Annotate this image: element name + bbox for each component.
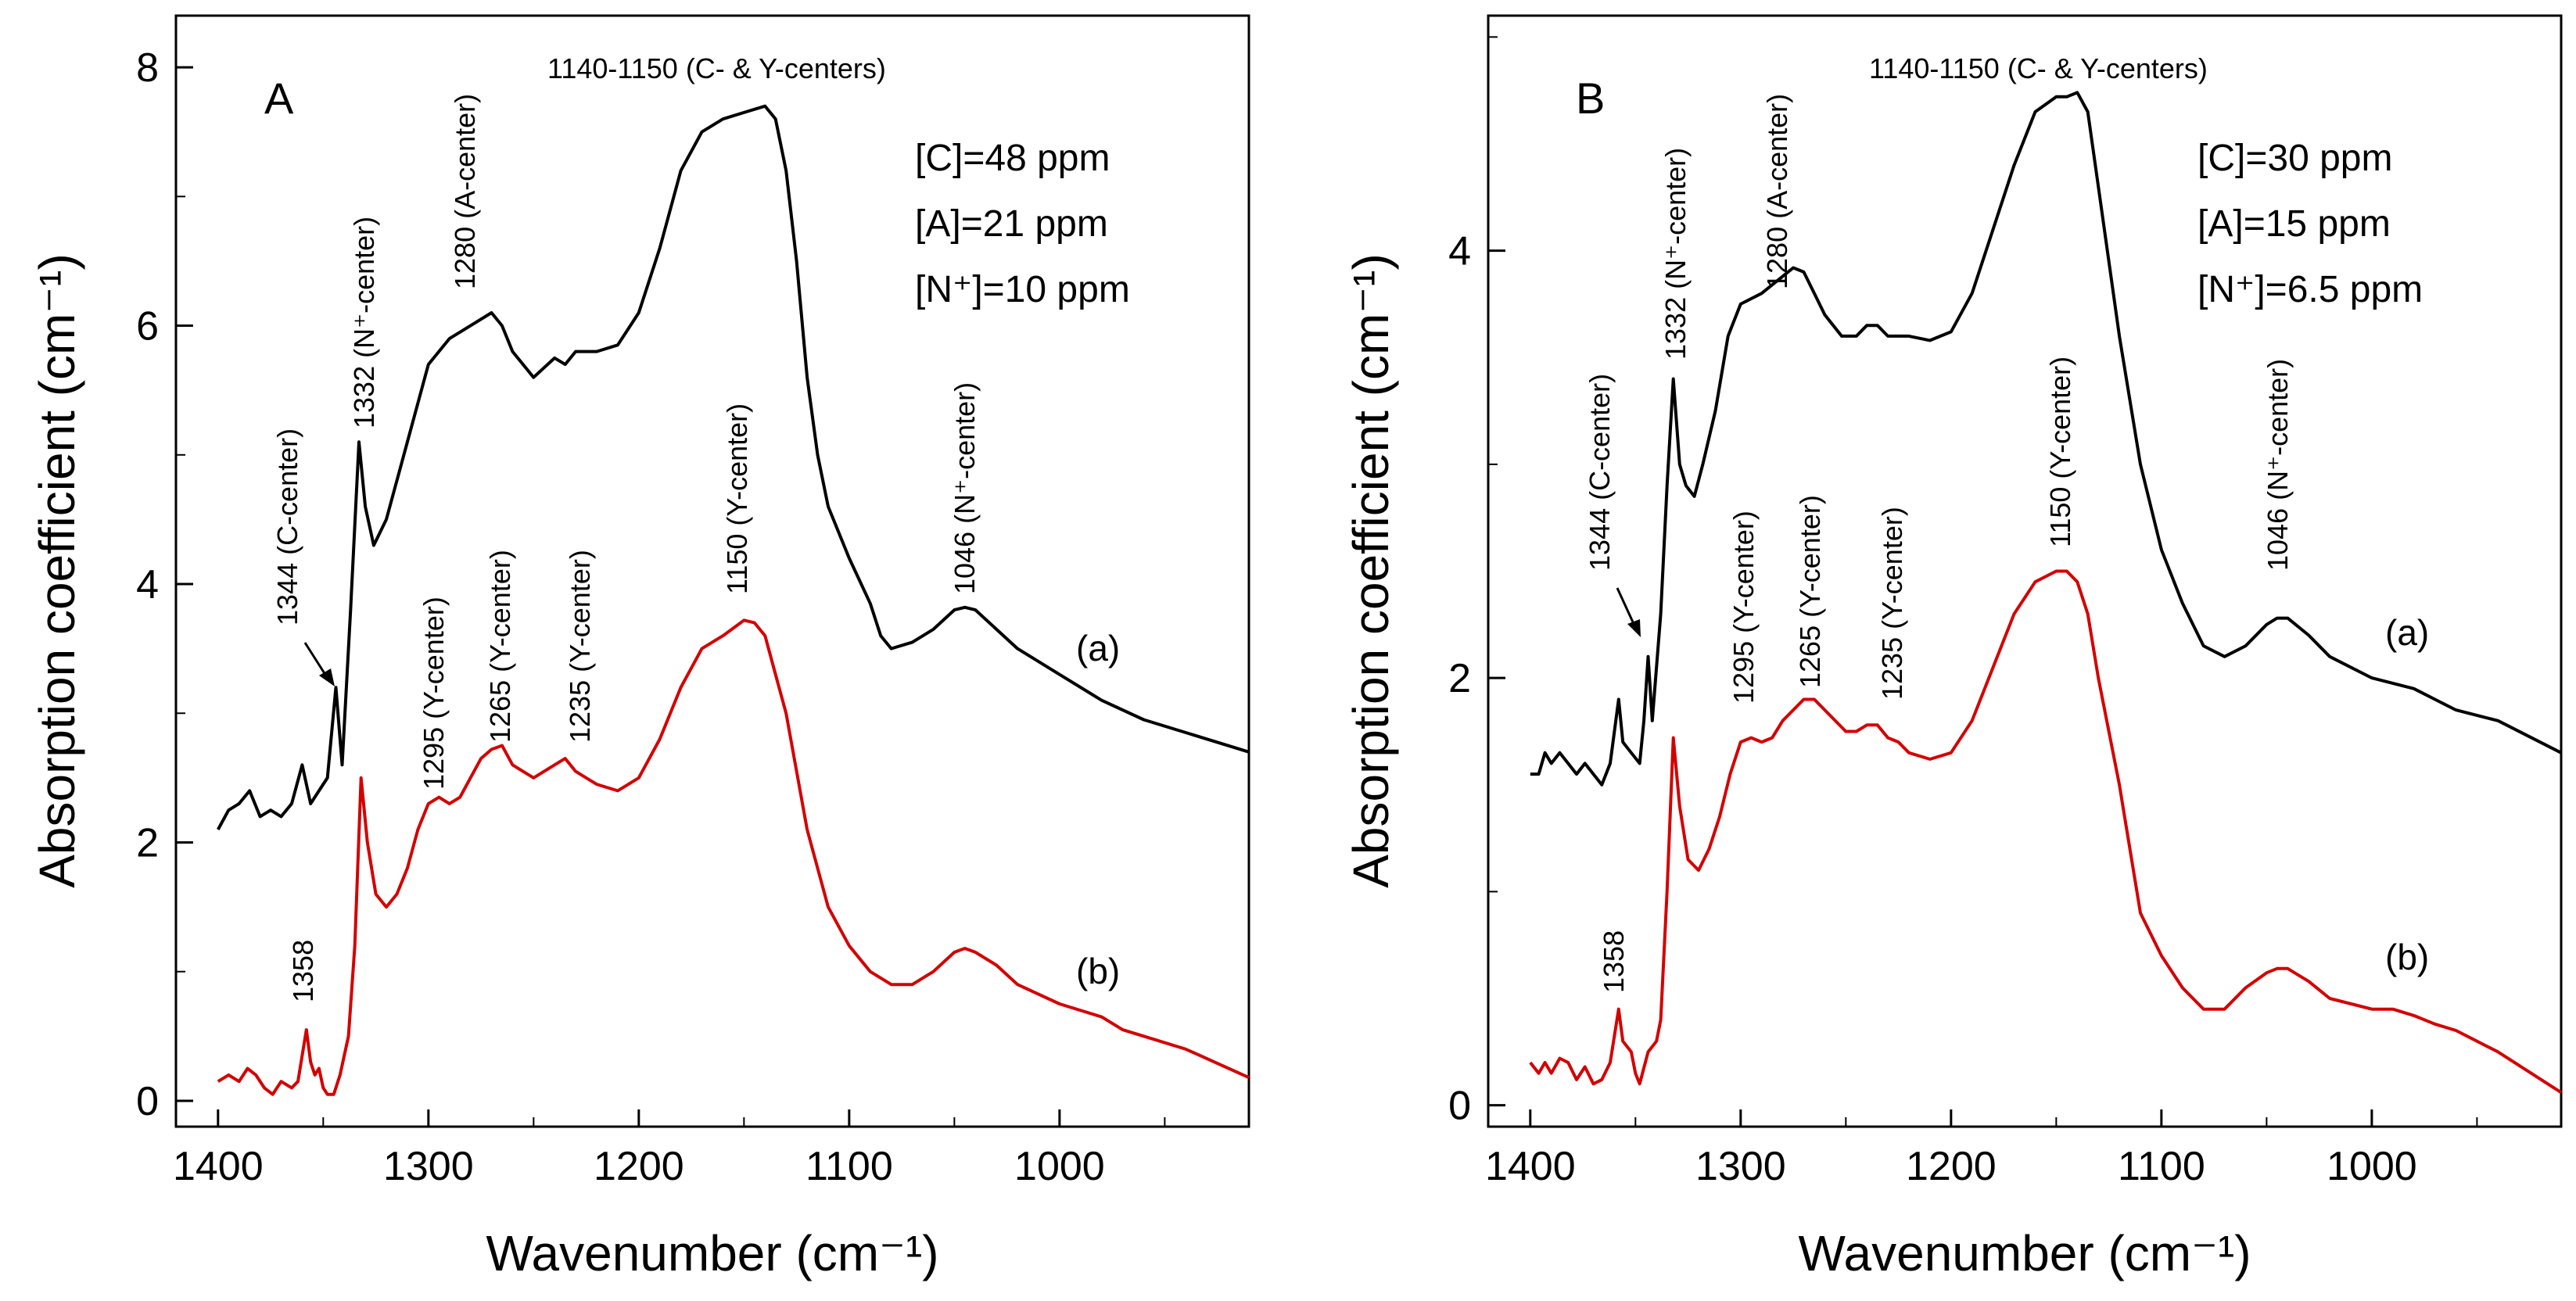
- annotation-1140-1150: 1140-1150 (C- & Y-centers): [547, 52, 886, 84]
- x-axis-title: Wavenumber (cm⁻¹): [486, 1225, 938, 1281]
- panel-b: 1400 1300 1200 1100 1000 0 2 4 B Wavenumber (cm…: [1343, 14, 2563, 1281]
- series-line-a: [217, 104, 1250, 830]
- x-tick-label: 1000: [1014, 1144, 1105, 1189]
- series-label-a: (a): [2385, 612, 2429, 653]
- y-axis-title: Absorption coefficient (cm⁻¹): [29, 253, 85, 888]
- annotation-1235: 1235 (Y-center): [1876, 507, 1908, 700]
- panel-label: A: [264, 73, 294, 123]
- annotation-1344: 1344 (C-center): [1584, 374, 1616, 571]
- y-tick-label: 4: [136, 562, 159, 607]
- x-tick-label: 1300: [1695, 1144, 1786, 1189]
- series-label-b: (b): [1076, 951, 1120, 991]
- annotation-1332: 1332 (N⁺-center): [1659, 148, 1692, 360]
- y-tick-label: 2: [1448, 656, 1471, 701]
- annotation-1265: 1265 (Y-center): [1794, 495, 1826, 688]
- y-tick-label: 0: [1448, 1084, 1471, 1129]
- x-tick-label: 1300: [383, 1144, 474, 1189]
- series-line-a: [1530, 91, 2562, 787]
- annotation-1280: 1280 (A-center): [449, 94, 481, 289]
- annotation-1046: 1046 (N⁺-center): [949, 382, 981, 594]
- concentration-c: [C]=30 ppm: [2197, 138, 2392, 179]
- series-line-b: [217, 618, 1250, 1096]
- annotation-1295: 1295 (Y-center): [418, 597, 450, 790]
- annotation-1358: 1358: [1598, 930, 1630, 993]
- annotation-arrowhead-1344: [1627, 619, 1641, 637]
- annotation-1265: 1265 (Y-center): [484, 550, 516, 743]
- annotation-arrow-1344: [303, 642, 328, 678]
- annotation-1046: 1046 (N⁺-center): [2262, 359, 2294, 571]
- y-tick-label: 2: [136, 820, 159, 866]
- panel-label: B: [1576, 73, 1605, 123]
- plot-frame-a: [174, 14, 1250, 1128]
- axis-ticks-b: 1400 1300 1200 1100 1000 0 2 4: [1448, 36, 2478, 1189]
- x-tick-label: 1200: [1906, 1144, 1997, 1189]
- annotation-1280: 1280 (A-center): [1761, 94, 1793, 289]
- x-tick-label: 1000: [2327, 1144, 2417, 1189]
- x-tick-label: 1100: [2118, 1144, 2205, 1189]
- axis-ticks-a: 1400 1300 1200 1100 1000 0 2 4 6 8: [136, 45, 1166, 1189]
- plot-frame-b: [1487, 14, 2563, 1128]
- concentration-a: [A]=15 ppm: [2197, 203, 2391, 245]
- annotation-1140-1150: 1140-1150 (C- & Y-centers): [1869, 52, 2208, 84]
- annotation-arrowhead-1344: [319, 668, 335, 686]
- series-label-a: (a): [1076, 628, 1120, 668]
- y-tick-label: 4: [1448, 229, 1471, 274]
- x-tick-label: 1400: [173, 1144, 264, 1189]
- annotation-1358: 1358: [287, 940, 319, 1002]
- x-tick-label: 1200: [594, 1144, 684, 1189]
- series-line-b: [1529, 569, 2563, 1094]
- y-tick-label: 8: [136, 45, 159, 91]
- annotation-1344: 1344 (C-center): [271, 428, 303, 625]
- y-tick-label: 6: [136, 304, 159, 349]
- annotation-1332: 1332 (N⁺-center): [348, 217, 380, 428]
- annotation-1295: 1295 (Y-center): [1727, 511, 1760, 704]
- annotation-1235: 1235 (Y-center): [564, 550, 596, 743]
- concentration-a: [A]=21 ppm: [915, 203, 1108, 245]
- y-axis-title: Absorption coefficient (cm⁻¹): [1343, 253, 1399, 888]
- x-axis-title: Wavenumber (cm⁻¹): [1798, 1225, 2251, 1281]
- concentration-n-plus: [N⁺]=10 ppm: [915, 269, 1130, 310]
- series-label-b: (b): [2385, 937, 2429, 977]
- x-tick-label: 1100: [805, 1144, 893, 1189]
- x-tick-label: 1400: [1485, 1144, 1576, 1189]
- y-tick-label: 0: [136, 1079, 159, 1124]
- concentration-c: [C]=48 ppm: [915, 138, 1110, 179]
- series-group-b: [1529, 91, 2563, 1094]
- panel-a: 1400 1300 1200 1100 1000 0 2 4 6 8 A Wavenumber (…: [29, 14, 1250, 1281]
- annotation-1150: 1150 (Y-center): [721, 403, 753, 594]
- series-group-a: [217, 104, 1250, 1096]
- annotation-arrow-1344: [1616, 587, 1636, 626]
- annotation-1150: 1150 (Y-center): [2044, 357, 2076, 547]
- concentration-n-plus: [N⁺]=6.5 ppm: [2197, 269, 2423, 310]
